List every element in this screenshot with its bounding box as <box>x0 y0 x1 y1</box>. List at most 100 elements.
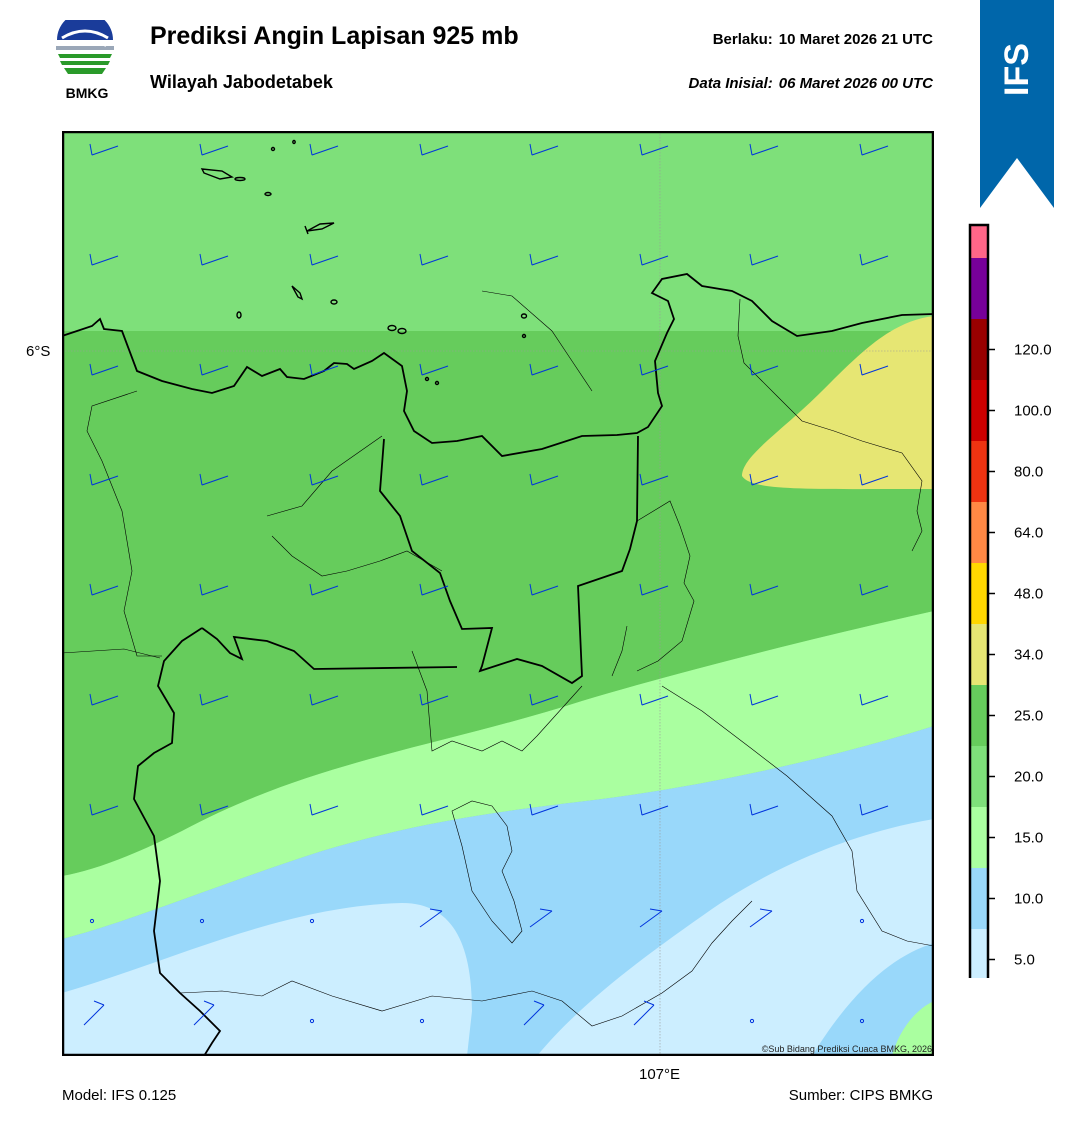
jakarta-border <box>379 435 639 685</box>
wind-barb <box>419 143 449 156</box>
calm-wind-marker <box>309 1018 315 1024</box>
colorbar: 0.05.010.015.020.025.034.048.064.080.010… <box>968 223 1052 978</box>
wind-barb <box>529 143 559 156</box>
wind-barb <box>419 583 449 596</box>
wind-barb <box>859 473 889 486</box>
wind-barb <box>89 253 119 266</box>
calm-wind-marker <box>419 1018 425 1024</box>
wind-barb <box>309 693 339 706</box>
colorbar-segment <box>970 319 988 380</box>
wind-barb <box>419 473 449 486</box>
source-label: Sumber: CIPS BMKG <box>788 1087 933 1104</box>
wind-barb <box>529 908 553 928</box>
calm-wind-marker <box>309 918 315 924</box>
colorbar-frame <box>968 223 990 978</box>
wind-barb <box>859 803 889 816</box>
zone-yellow <box>742 316 934 490</box>
colorbar-label: 48.0 <box>1014 586 1043 603</box>
wind-barb <box>859 363 889 376</box>
wind-barb <box>749 908 773 928</box>
latitude-label: 6°S <box>26 343 51 360</box>
valid-label: Berlaku: <box>712 31 773 48</box>
init-value: 06 Maret 2026 00 UTC <box>778 75 933 92</box>
page-subtitle: Wilayah Jabodetabek <box>150 72 333 92</box>
wind-barb <box>199 473 229 486</box>
colorbar-segment <box>970 502 988 563</box>
wind-barb <box>749 583 779 596</box>
wind-barb <box>419 253 449 266</box>
wind-barb <box>749 473 779 486</box>
colorbar-label: 80.0 <box>1014 464 1043 481</box>
regency-borders <box>62 290 934 1027</box>
wind-barb <box>529 363 559 376</box>
wind-barb <box>529 803 559 816</box>
zone-green-light <box>62 611 934 939</box>
wind-barb <box>309 473 339 486</box>
wind-barb <box>419 908 443 928</box>
wind-barb <box>309 803 339 816</box>
colorbar-label: 20.0 <box>1014 769 1043 786</box>
ribbon-text: IFS <box>980 14 1054 124</box>
wind-barb <box>199 253 229 266</box>
colorbar-segment <box>970 624 988 685</box>
wind-barb <box>859 143 889 156</box>
wind-barbs <box>83 143 889 1026</box>
colorbar-segment <box>970 563 988 624</box>
wind-barb <box>419 363 449 376</box>
wind-barb <box>529 583 559 596</box>
wind-barb <box>199 803 229 816</box>
valid-time: Berlaku: 10 Maret 2026 21 UTC <box>713 31 933 48</box>
colorbar-label: 15.0 <box>1014 830 1043 847</box>
colorbar-label: 120.0 <box>1014 342 1052 359</box>
wind-barb <box>859 693 889 706</box>
wind-barb <box>639 363 669 376</box>
model-label: Model: IFS 0.125 <box>62 1087 177 1104</box>
colorbar-segment <box>970 225 988 258</box>
wind-barb <box>749 143 779 156</box>
wind-barb <box>639 693 669 706</box>
colorbar-segment <box>970 929 988 978</box>
bogor-border <box>201 627 458 670</box>
colorbar-segment <box>970 258 988 319</box>
colorbar-label: 10.0 <box>1014 891 1043 908</box>
map-frame <box>62 131 934 1056</box>
wind-barb <box>529 693 559 706</box>
wind-map <box>62 131 934 1056</box>
wind-barb <box>749 803 779 816</box>
wind-barb <box>309 143 339 156</box>
colorbar-label: 64.0 <box>1014 525 1043 542</box>
province-border <box>133 627 222 1056</box>
wind-barb <box>419 693 449 706</box>
zone-blue-light-south <box>62 903 472 1056</box>
wind-barb <box>749 363 779 376</box>
copyright-text: ©Sub Bidang Prediksi Cuaca BMKG, 2026 <box>761 1044 932 1054</box>
wind-barb <box>199 693 229 706</box>
colorbar-segment <box>970 685 988 746</box>
wind-barb <box>749 693 779 706</box>
wind-barb <box>89 363 119 376</box>
colorbar-segment <box>970 380 988 441</box>
ifs-ribbon <box>980 0 1054 208</box>
zone-blue-light-southeast <box>537 819 934 1056</box>
wind-barb <box>639 803 669 816</box>
calm-wind-marker <box>859 918 865 924</box>
wind-barb <box>199 363 229 376</box>
colorbar-label: 34.0 <box>1014 647 1043 664</box>
wind-barb <box>89 583 119 596</box>
colorbar-segment <box>970 807 988 868</box>
colorbar-segment <box>970 868 988 929</box>
init-label: Data Inisial: <box>688 75 773 92</box>
valid-value: 10 Maret 2026 21 UTC <box>778 31 933 48</box>
wind-barb <box>639 253 669 266</box>
logo-text: BMKG <box>65 85 109 101</box>
colorbar-label: 25.0 <box>1014 708 1043 725</box>
calm-wind-marker <box>199 918 205 924</box>
wind-barb <box>749 253 779 266</box>
wind-barb <box>89 143 119 156</box>
wind-barb <box>193 1000 215 1026</box>
zone-green-dark <box>62 331 934 876</box>
wind-barb <box>89 473 119 486</box>
wind-barb <box>639 143 669 156</box>
coastline <box>62 273 934 457</box>
ribbon-label: IFS <box>997 42 1036 96</box>
